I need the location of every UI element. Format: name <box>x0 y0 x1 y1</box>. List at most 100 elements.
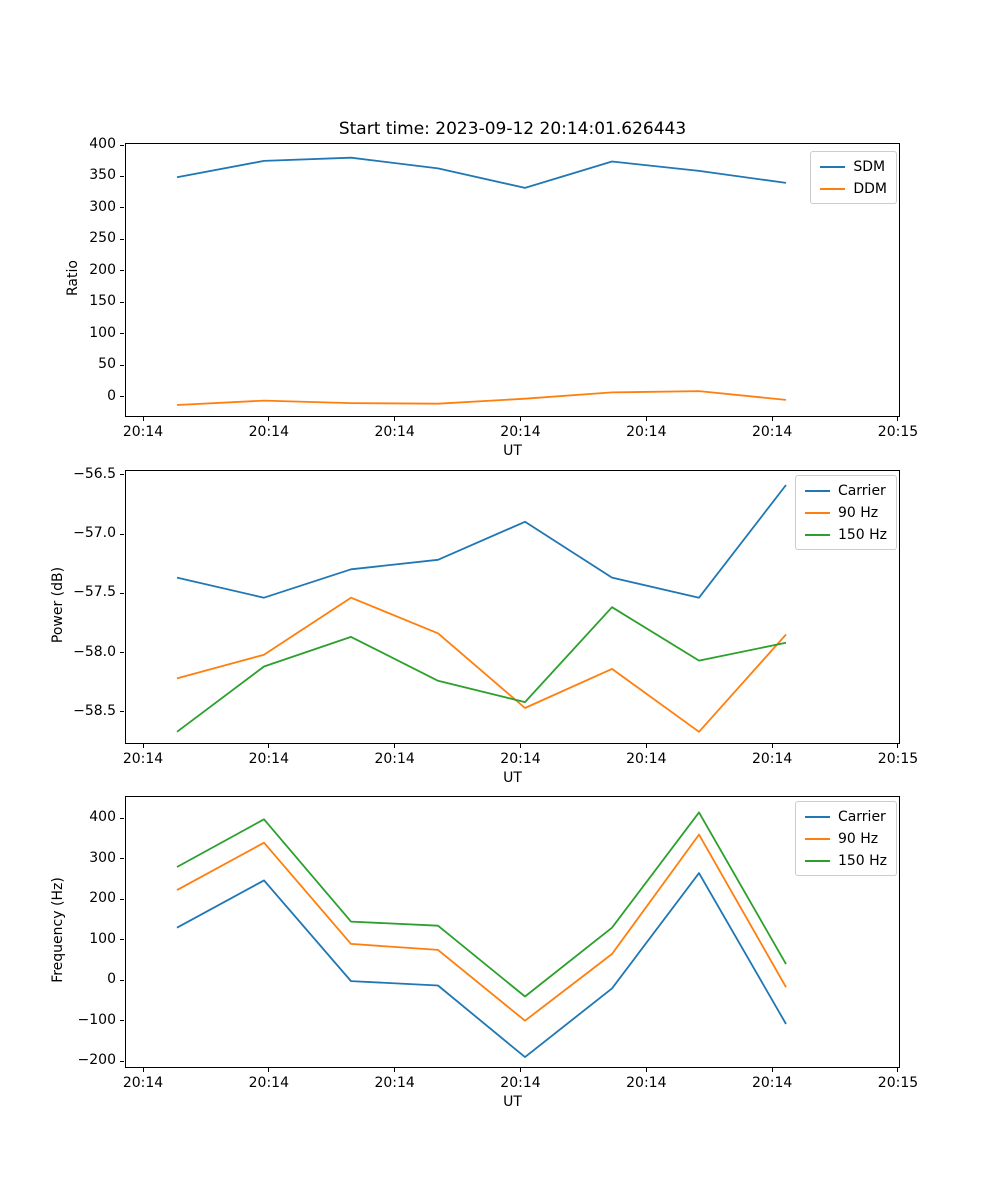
legend-item-ddm: DDM <box>820 180 887 197</box>
x-tick-mark <box>645 744 647 748</box>
x-tick-label: 20:14 <box>751 1075 793 1091</box>
x-tick-label: 20:14 <box>500 424 541 440</box>
series-line-90-hz <box>176 596 787 733</box>
x-tick-mark <box>519 744 521 748</box>
x-tick-label: 20:15 <box>877 1075 919 1091</box>
y-tick-mark <box>120 333 124 335</box>
legend: SDM DDM <box>810 151 897 204</box>
x-tick-mark <box>268 417 270 421</box>
legend-line-sample <box>804 837 830 840</box>
x-tick-mark <box>142 417 144 421</box>
x-tick-label: 20:15 <box>877 424 919 440</box>
x-tick-mark <box>645 417 647 421</box>
y-tick-label: 350 <box>89 167 116 184</box>
y-tick-mark <box>120 979 124 981</box>
y-tick-mark <box>120 238 124 240</box>
x-tick-mark <box>268 1068 270 1072</box>
x-tick-label: 20:14 <box>248 751 289 767</box>
x-tick-mark <box>771 744 773 748</box>
x-tick-label: 20:14 <box>626 424 667 440</box>
x-tick-label: 20:14 <box>248 424 289 440</box>
x-tick-mark <box>897 1068 899 1072</box>
x-tick-mark <box>394 417 396 421</box>
y-tick-mark <box>120 474 124 476</box>
legend-label: 90 Hz <box>837 830 879 847</box>
legend-item-90-hz: 90 Hz <box>804 504 887 521</box>
x-tick-mark <box>897 744 899 748</box>
x-tick-mark <box>268 744 270 748</box>
legend-label: Carrier <box>837 482 886 499</box>
x-tick-label: 20:14 <box>626 751 667 767</box>
y-tick-label: 150 <box>89 293 116 310</box>
legend-line-sample <box>804 815 830 818</box>
series-line-90-hz <box>176 833 787 1022</box>
legend-line-sample <box>804 489 830 492</box>
x-tick-mark <box>394 744 396 748</box>
y-tick-mark <box>120 1060 124 1062</box>
y-tick-label: 200 <box>89 890 116 907</box>
y-tick-label: 0 <box>107 387 116 404</box>
y-tick-mark <box>120 301 124 303</box>
x-tick-label: 20:14 <box>751 751 793 767</box>
y-tick-mark <box>120 533 124 535</box>
legend-label: DDM <box>853 180 887 197</box>
x-tick-label: 20:14 <box>248 1075 289 1091</box>
legend-label: Carrier <box>837 808 886 825</box>
y-tick-mark <box>120 1020 124 1022</box>
legend-line-sample <box>804 533 830 536</box>
ratio-x-axis-label: UT <box>503 443 522 459</box>
x-tick-label: 20:14 <box>751 424 793 440</box>
x-tick-label: 20:14 <box>374 424 415 440</box>
x-tick-mark <box>771 1068 773 1072</box>
y-tick-label: −58.0 <box>73 643 116 660</box>
x-tick-mark <box>519 1068 521 1072</box>
plot-area <box>125 143 900 417</box>
figure-title: Start time: 2023-09-12 20:14:01.626443 <box>338 119 687 139</box>
y-tick-label: 0 <box>107 971 116 988</box>
legend-item-carrier: Carrier <box>804 808 887 825</box>
y-tick-label: −56.5 <box>73 465 116 482</box>
y-tick-mark <box>120 817 124 819</box>
line-chart-svg <box>176 484 787 733</box>
legend-line-sample <box>804 859 830 862</box>
series-line-carrier <box>176 484 787 599</box>
series-line-carrier <box>176 872 787 1059</box>
x-tick-label: 20:14 <box>122 424 164 440</box>
y-tick-label: −200 <box>77 1052 116 1069</box>
line-chart-svg <box>176 156 787 406</box>
legend-item-90-hz: 90 Hz <box>804 830 887 847</box>
y-tick-mark <box>120 207 124 209</box>
legend-label: 150 Hz <box>837 852 887 869</box>
y-tick-mark <box>120 858 124 860</box>
y-tick-label: 100 <box>89 930 116 947</box>
legend-item-sdm: SDM <box>820 158 887 175</box>
y-tick-label: −57.5 <box>73 584 116 601</box>
y-tick-label: 50 <box>98 356 116 373</box>
y-tick-mark <box>120 939 124 941</box>
power-x-axis-label: UT <box>503 770 522 786</box>
legend-item-carrier: Carrier <box>804 482 887 499</box>
y-tick-label: 300 <box>89 849 116 866</box>
y-tick-mark <box>120 396 124 398</box>
legend-line-sample <box>820 165 846 168</box>
series-line-sdm <box>176 156 787 189</box>
x-tick-mark <box>142 744 144 748</box>
y-tick-label: −58.5 <box>73 702 116 719</box>
y-tick-mark <box>120 175 124 177</box>
y-tick-label: −100 <box>77 1011 116 1028</box>
y-tick-mark <box>120 144 124 146</box>
legend-label: 150 Hz <box>837 526 887 543</box>
x-tick-label: 20:15 <box>877 751 919 767</box>
y-tick-label: −57.0 <box>73 525 116 542</box>
y-tick-mark <box>120 652 124 654</box>
y-tick-label: 200 <box>89 261 116 278</box>
series-line-ddm <box>176 390 787 406</box>
legend-line-sample <box>820 187 846 190</box>
x-tick-label: 20:14 <box>122 751 164 767</box>
y-tick-mark <box>120 711 124 713</box>
x-tick-mark <box>771 417 773 421</box>
x-tick-mark <box>897 417 899 421</box>
plot-area <box>125 796 900 1068</box>
series-line-150-hz <box>176 606 787 733</box>
